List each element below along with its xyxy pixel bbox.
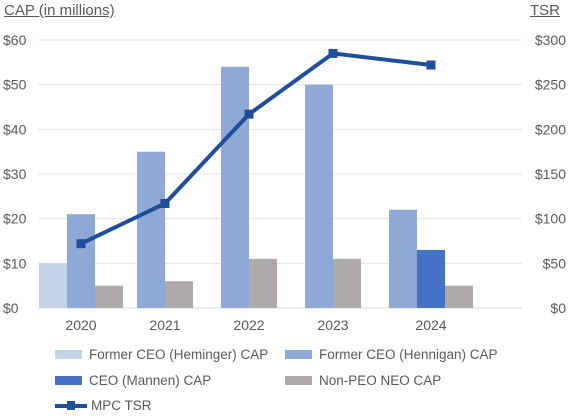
bar-mannen-2024	[417, 249, 445, 308]
bar-hennigan-2022	[221, 66, 249, 308]
bar-non-peo-2020	[95, 285, 123, 308]
right-tick-label: $250	[535, 77, 566, 93]
left-tick-label: $60	[3, 32, 27, 48]
tsr-marker-2020	[76, 239, 86, 249]
bar-non-peo-2023	[333, 258, 361, 308]
bar-non-peo-2021	[165, 281, 193, 308]
bar-heminger-2020	[39, 263, 67, 308]
right-tick-label: $150	[535, 166, 566, 182]
bar-non-peo-2022	[249, 258, 277, 308]
left-tick-label: $10	[3, 255, 27, 271]
x-tick-label: 2022	[233, 317, 264, 333]
bar-hennigan-2021	[137, 151, 165, 308]
right-tick-label: $0	[550, 300, 566, 316]
x-tick-label: 2023	[317, 317, 348, 333]
bar-hennigan-2023	[305, 84, 333, 309]
x-tick-label: 2021	[149, 317, 180, 333]
tsr-marker-2024	[426, 60, 436, 70]
bar-non-peo-2024	[445, 285, 473, 308]
bar-hennigan-2020	[67, 214, 95, 308]
tsr-marker-2022	[244, 109, 254, 119]
left-tick-label: $50	[3, 77, 27, 93]
bar-hennigan-2024	[389, 209, 417, 308]
left-tick-label: $20	[3, 211, 27, 227]
left-tick-label: $30	[3, 166, 27, 182]
right-tick-label: $200	[535, 121, 566, 137]
tsr-line	[80, 51, 432, 246]
x-tick-label: 2024	[415, 317, 446, 333]
left-tick-label: $0	[3, 300, 19, 316]
x-tick-label: 2020	[65, 317, 96, 333]
right-tick-label: $300	[535, 32, 566, 48]
right-axis-title: TSR	[530, 2, 560, 19]
tsr-marker-2023	[328, 48, 338, 58]
left-axis-title: CAP (in millions)	[4, 2, 115, 19]
tsr-marker-2021	[160, 198, 170, 208]
right-tick-label: $50	[543, 255, 567, 271]
right-tick-label: $100	[535, 211, 566, 227]
left-tick-label: $40	[3, 121, 27, 137]
